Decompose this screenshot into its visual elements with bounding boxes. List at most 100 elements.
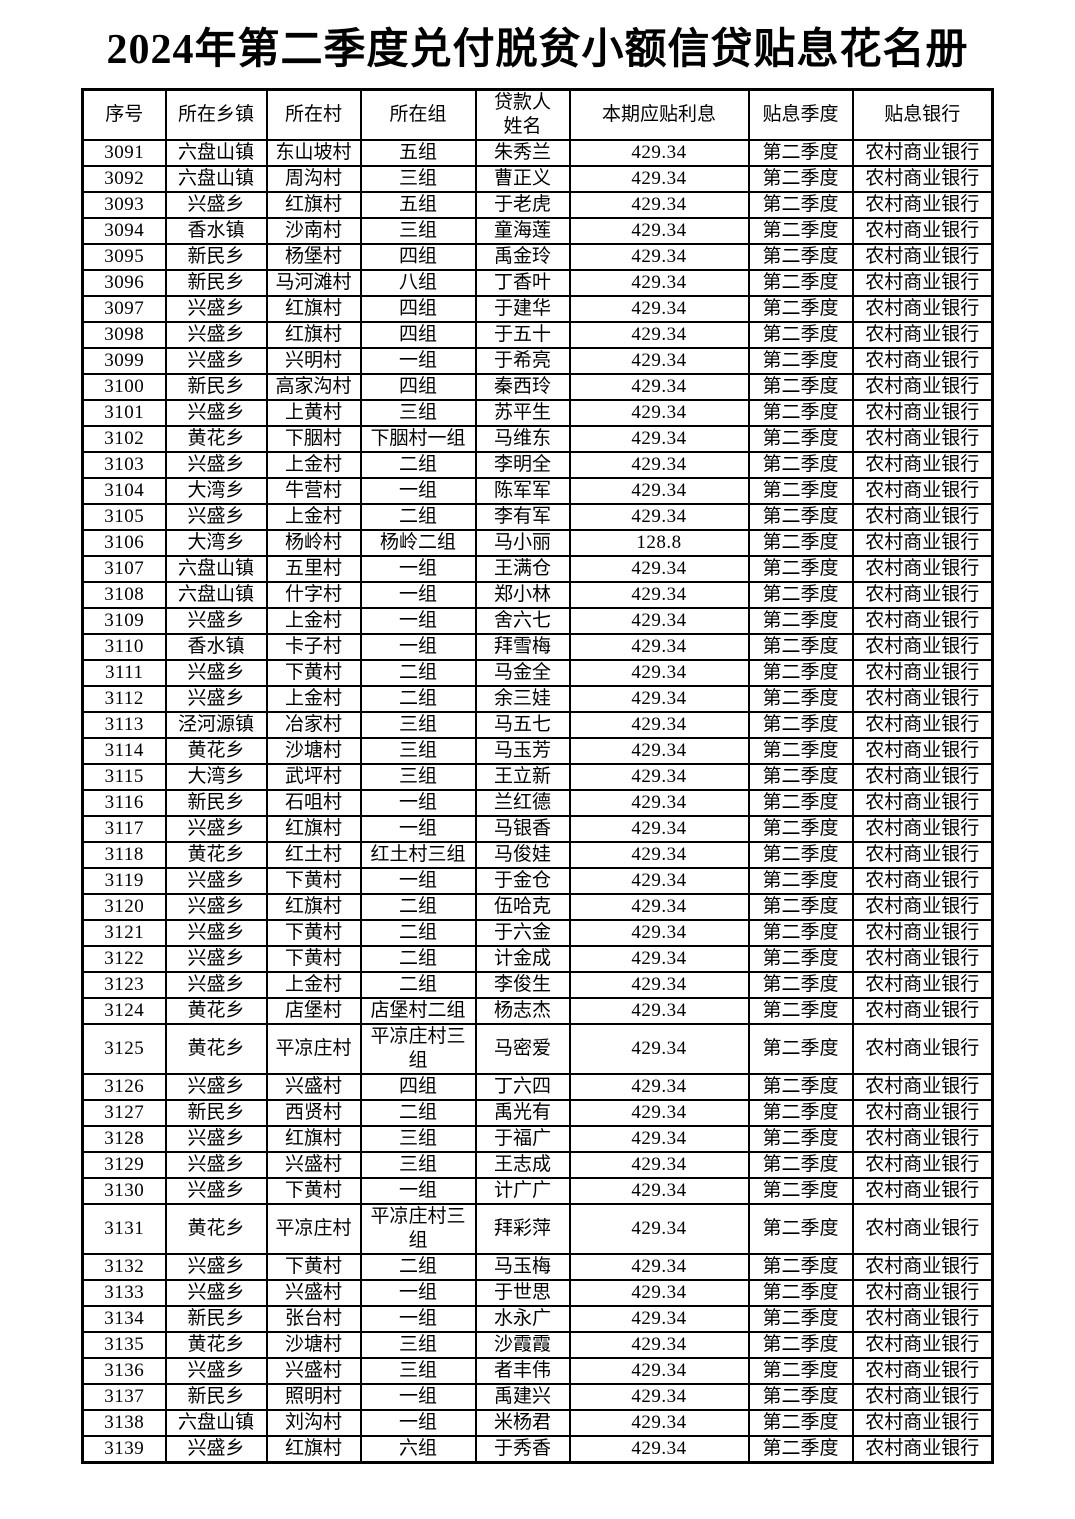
cell-interest: 429.34 bbox=[568, 243, 750, 271]
cell-township: 兴盛乡 bbox=[164, 1357, 268, 1385]
table-row: 3121 兴盛乡 下黄村 二组 于六金 429.34 第二季度 农村商业银行 bbox=[81, 919, 994, 947]
cell-group: 三组 bbox=[359, 217, 477, 245]
table-row: 3139 兴盛乡 红旗村 六组 于秀香 429.34 第二季度 农村商业银行 bbox=[81, 1435, 994, 1464]
cell-serial: 3123 bbox=[81, 971, 167, 999]
cell-village: 上金村 bbox=[265, 685, 362, 713]
cell-group: 店堡村二组 bbox=[359, 997, 477, 1025]
table-row: 3130 兴盛乡 下黄村 一组 计广广 429.34 第二季度 农村商业银行 bbox=[81, 1177, 994, 1205]
cell-interest: 429.34 bbox=[568, 451, 750, 479]
table-row: 3135 黄花乡 沙塘村 三组 沙霞霞 429.34 第二季度 农村商业银行 bbox=[81, 1331, 994, 1359]
cell-interest: 429.34 bbox=[568, 477, 750, 505]
cell-borrower-name: 伍哈克 bbox=[474, 893, 571, 921]
cell-quarter: 第二季度 bbox=[747, 217, 854, 245]
cell-borrower-name: 曹正义 bbox=[474, 165, 571, 193]
cell-interest: 429.34 bbox=[568, 269, 750, 297]
table-row: 3132 兴盛乡 下黄村 二组 马玉梅 429.34 第二季度 农村商业银行 bbox=[81, 1253, 994, 1281]
table-row: 3112 兴盛乡 上金村 二组 余三娃 429.34 第二季度 农村商业银行 bbox=[81, 685, 994, 713]
cell-township: 黄花乡 bbox=[164, 425, 268, 453]
cell-interest: 429.34 bbox=[568, 1177, 750, 1205]
cell-bank: 农村商业银行 bbox=[851, 659, 994, 687]
cell-village: 沙塘村 bbox=[265, 1331, 362, 1359]
cell-borrower-name: 沙霞霞 bbox=[474, 1331, 571, 1359]
cell-borrower-name: 于世思 bbox=[474, 1279, 571, 1307]
table-row: 3101 兴盛乡 上黄村 三组 苏平生 429.34 第二季度 农村商业银行 bbox=[81, 399, 994, 427]
cell-interest: 429.34 bbox=[568, 503, 750, 531]
cell-interest: 429.34 bbox=[568, 139, 750, 167]
cell-village: 冶家村 bbox=[265, 711, 362, 739]
cell-group: 一组 bbox=[359, 555, 477, 583]
cell-borrower-name: 水永广 bbox=[474, 1305, 571, 1333]
cell-borrower-name: 马金全 bbox=[474, 659, 571, 687]
cell-village: 沙塘村 bbox=[265, 737, 362, 765]
cell-group: 三组 bbox=[359, 737, 477, 765]
cell-serial: 3095 bbox=[81, 243, 167, 271]
table-row: 3096 新民乡 马河滩村 八组 丁香叶 429.34 第二季度 农村商业银行 bbox=[81, 269, 994, 297]
cell-borrower-name: 余三娃 bbox=[474, 685, 571, 713]
col-header-group: 所在组 bbox=[359, 88, 477, 141]
cell-borrower-name: 禹金玲 bbox=[474, 243, 571, 271]
cell-serial: 3116 bbox=[81, 789, 167, 817]
cell-group: 一组 bbox=[359, 1279, 477, 1307]
cell-serial: 3131 bbox=[81, 1203, 167, 1255]
cell-group: 一组 bbox=[359, 1409, 477, 1437]
cell-township: 黄花乡 bbox=[164, 1331, 268, 1359]
cell-interest: 429.34 bbox=[568, 919, 750, 947]
cell-township: 黄花乡 bbox=[164, 841, 268, 869]
cell-quarter: 第二季度 bbox=[747, 529, 854, 557]
cell-serial: 3098 bbox=[81, 321, 167, 349]
cell-group: 三组 bbox=[359, 1151, 477, 1179]
cell-township: 新民乡 bbox=[164, 1383, 268, 1411]
cell-village: 兴盛村 bbox=[265, 1151, 362, 1179]
cell-borrower-name: 童海莲 bbox=[474, 217, 571, 245]
cell-township: 泾河源镇 bbox=[164, 711, 268, 739]
cell-serial: 3117 bbox=[81, 815, 167, 843]
cell-borrower-name: 于五十 bbox=[474, 321, 571, 349]
cell-quarter: 第二季度 bbox=[747, 503, 854, 531]
cell-borrower-name: 李俊生 bbox=[474, 971, 571, 999]
cell-borrower-name: 于秀香 bbox=[474, 1435, 571, 1464]
cell-serial: 3108 bbox=[81, 581, 167, 609]
cell-group: 红土村三组 bbox=[359, 841, 477, 869]
cell-serial: 3114 bbox=[81, 737, 167, 765]
cell-interest: 429.34 bbox=[568, 685, 750, 713]
cell-bank: 农村商业银行 bbox=[851, 1305, 994, 1333]
cell-interest: 429.34 bbox=[568, 789, 750, 817]
cell-township: 黄花乡 bbox=[164, 1023, 268, 1075]
cell-village: 平凉庄村 bbox=[265, 1023, 362, 1075]
cell-serial: 3099 bbox=[81, 347, 167, 375]
cell-interest: 429.34 bbox=[568, 893, 750, 921]
cell-bank: 农村商业银行 bbox=[851, 321, 994, 349]
cell-village: 下黄村 bbox=[265, 659, 362, 687]
cell-bank: 农村商业银行 bbox=[851, 1203, 994, 1255]
table-row: 3120 兴盛乡 红旗村 二组 伍哈克 429.34 第二季度 农村商业银行 bbox=[81, 893, 994, 921]
cell-serial: 3096 bbox=[81, 269, 167, 297]
cell-borrower-name: 李有军 bbox=[474, 503, 571, 531]
table-row: 3137 新民乡 照明村 一组 禹建兴 429.34 第二季度 农村商业银行 bbox=[81, 1383, 994, 1411]
cell-serial: 3105 bbox=[81, 503, 167, 531]
cell-serial: 3119 bbox=[81, 867, 167, 895]
cell-borrower-name: 李明全 bbox=[474, 451, 571, 479]
col-header-township: 所在乡镇 bbox=[164, 88, 268, 141]
table-row: 3098 兴盛乡 红旗村 四组 于五十 429.34 第二季度 农村商业银行 bbox=[81, 321, 994, 349]
cell-township: 六盘山镇 bbox=[164, 165, 268, 193]
cell-interest: 429.34 bbox=[568, 867, 750, 895]
cell-group: 二组 bbox=[359, 659, 477, 687]
cell-quarter: 第二季度 bbox=[747, 919, 854, 947]
table-row: 3116 新民乡 石咀村 一组 兰红德 429.34 第二季度 农村商业银行 bbox=[81, 789, 994, 817]
cell-serial: 3097 bbox=[81, 295, 167, 323]
cell-borrower-name: 王立新 bbox=[474, 763, 571, 791]
cell-serial: 3110 bbox=[81, 633, 167, 661]
cell-group: 平凉庄村三组 bbox=[359, 1023, 477, 1075]
cell-group: 五组 bbox=[359, 139, 477, 167]
cell-village: 红旗村 bbox=[265, 1125, 362, 1153]
cell-village: 兴盛村 bbox=[265, 1279, 362, 1307]
table-row: 3122 兴盛乡 下黄村 二组 计金成 429.34 第二季度 农村商业银行 bbox=[81, 945, 994, 973]
cell-village: 下黄村 bbox=[265, 867, 362, 895]
cell-village: 牛营村 bbox=[265, 477, 362, 505]
cell-borrower-name: 王满仓 bbox=[474, 555, 571, 583]
cell-interest: 429.34 bbox=[568, 373, 750, 401]
cell-borrower-name: 郑小林 bbox=[474, 581, 571, 609]
cell-group: 三组 bbox=[359, 1357, 477, 1385]
cell-borrower-name: 马玉梅 bbox=[474, 1253, 571, 1281]
